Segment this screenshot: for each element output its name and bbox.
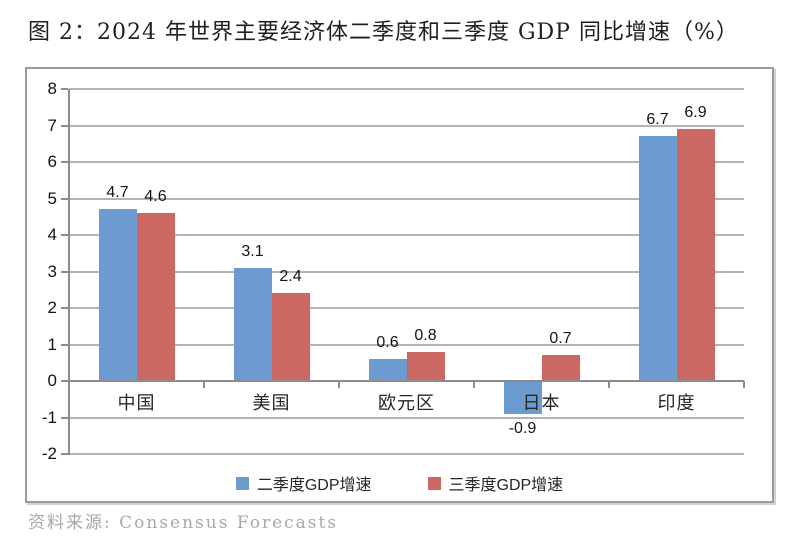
bar [233, 267, 272, 381]
bar [503, 381, 542, 414]
y-axis-tick-label: -2 [41, 444, 57, 463]
bar-value-label: 4.6 [144, 188, 167, 206]
category-label: 欧元区 [378, 393, 435, 413]
y-axis-tick [61, 88, 68, 90]
bar-value-label: 2.4 [279, 268, 302, 286]
y-axis-tick-label: 5 [47, 188, 57, 208]
y-axis-tick [61, 270, 68, 273]
gridline [69, 161, 744, 163]
gridline [69, 88, 744, 90]
bar-value-label: -0.9 [508, 419, 537, 437]
y-axis-tick [61, 234, 68, 236]
y-axis-tick [61, 453, 68, 455]
category-label: 美国 [252, 393, 291, 413]
legend-label: 三季度GDP增速 [448, 477, 564, 494]
x-axis-tick [473, 381, 475, 388]
bar [541, 355, 580, 381]
source-note: 资料来源: Consensus Forecasts [28, 513, 339, 533]
legend-label: 二季度GDP增速 [256, 477, 372, 494]
x-axis-line [69, 380, 744, 382]
x-axis-tick [608, 381, 610, 388]
bar-value-label: 6.9 [684, 104, 707, 122]
category-label: 日本 [522, 393, 561, 413]
x-axis-tick [203, 381, 205, 388]
gridline [69, 416, 744, 419]
y-axis-tick-label: 1 [47, 334, 57, 354]
chart-title: 图 2：2024 年世界主要经济体二季度和三季度 GDP 同比增速（%） [28, 20, 739, 45]
y-axis-tick-label: 2 [47, 298, 57, 317]
gridline [69, 453, 744, 455]
gridline [69, 307, 744, 309]
bar [98, 209, 137, 381]
legend-swatch [427, 476, 441, 490]
y-axis-tick [61, 380, 68, 382]
bar-value-label: 3.1 [241, 242, 264, 260]
bar-value-label: 4.7 [106, 184, 129, 202]
chart-frame: -2 -1 0 1 2 3 4 5 6 7 8 4.7 3.1 0.6 -0.9 6.7 4.6 2.4 0.8 0.… [25, 67, 774, 503]
gridline [69, 124, 744, 127]
bar-value-label: 0.8 [414, 326, 437, 344]
y-axis-tick-label: 6 [47, 152, 57, 171]
y-axis-tick [61, 416, 68, 419]
bar-value-label: 0.7 [549, 330, 572, 348]
legend-swatch [235, 476, 249, 490]
plot-area: -2 -1 0 1 2 3 4 5 6 7 8 4.7 3.1 0.6 -0.9 6.7 4.6 2.4 0.8 0.… [42, 79, 745, 463]
y-axis-tick-label: 8 [47, 79, 57, 98]
gridline [69, 197, 744, 200]
x-axis-tick [743, 381, 745, 388]
y-axis-tick [61, 197, 68, 200]
bar [406, 351, 445, 381]
x-axis-tick [68, 381, 70, 388]
y-axis-tick-label: 4 [47, 225, 57, 244]
x-axis-tick [338, 381, 340, 388]
gridline [69, 343, 744, 346]
bar [638, 136, 677, 381]
y-axis-tick [61, 343, 68, 346]
y-axis-tick-label: -1 [41, 407, 57, 427]
y-axis-tick-label: 3 [47, 261, 57, 281]
legend: 二季度GDP增速 三季度GDP增速 [27, 471, 772, 495]
legend-item: 二季度GDP增速 [235, 471, 372, 495]
bar-value-label: 6.7 [646, 111, 669, 129]
legend-item: 三季度GDP增速 [427, 471, 564, 495]
y-axis-tick-label: 7 [47, 115, 57, 135]
gridline [69, 234, 744, 236]
bar [368, 359, 407, 381]
y-axis-tick [61, 161, 68, 163]
bar-value-label: 0.6 [376, 334, 399, 352]
y-axis-line [68, 89, 70, 455]
bar [136, 213, 175, 381]
category-label: 印度 [657, 393, 696, 413]
gridline [69, 270, 744, 273]
category-label: 中国 [117, 393, 156, 413]
y-axis-tick-label: 0 [47, 371, 57, 390]
y-axis-tick [61, 307, 68, 309]
y-axis-tick [61, 124, 68, 127]
bar [676, 129, 715, 381]
bar [271, 293, 310, 381]
